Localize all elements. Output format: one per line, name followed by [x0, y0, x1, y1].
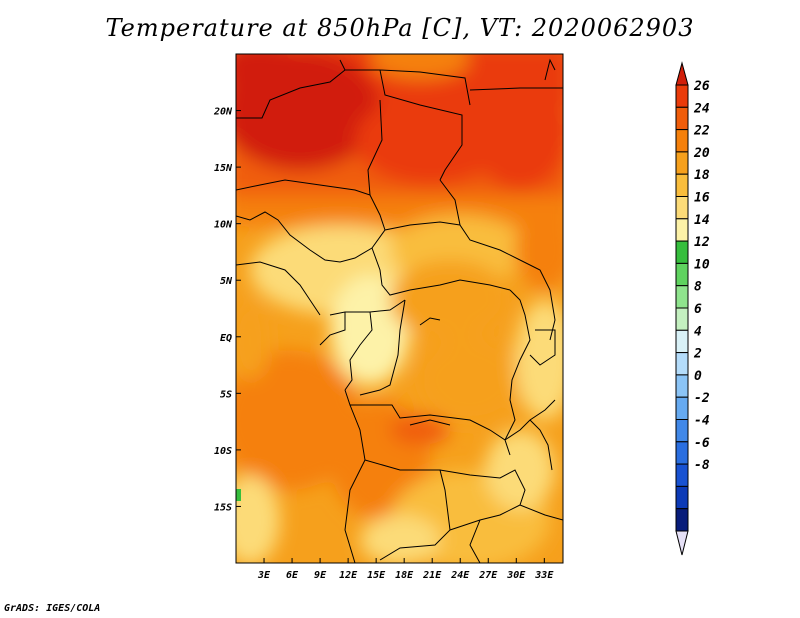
lon-tick-label: 30E [506, 570, 526, 581]
colorbar-label: 8 [694, 280, 702, 295]
colorbar-swatch [675, 151, 689, 175]
colorbar-swatch [675, 463, 689, 487]
colorbar-top-arrow [675, 61, 689, 86]
colorbar-label: -4 [694, 414, 710, 429]
colorbar-swatch [675, 352, 689, 376]
colorbar-label: 6 [694, 302, 702, 317]
lat-tick-label: EQ [220, 333, 232, 344]
colorbar-swatch [675, 441, 689, 465]
colorbar-label: 18 [694, 168, 710, 183]
lon-tick-label: 6E [286, 570, 299, 581]
colorbar-swatch [675, 329, 689, 354]
colorbar-swatch [675, 129, 689, 153]
colorbar-label: 12 [694, 235, 710, 250]
lon-tick-label: 15E [367, 570, 386, 581]
temperature-field [236, 54, 563, 563]
latitude-axis: 20N 15N 10N 5N EQ 5S 10S 15S [213, 107, 241, 513]
lon-tick-label: 21E [422, 570, 442, 581]
colorbar-label: 4 [694, 324, 702, 339]
colorbar-swatch [675, 262, 689, 287]
colorbar-label: 0 [694, 369, 702, 384]
colorbar-swatch [675, 106, 689, 131]
colorbar-swatch [675, 173, 689, 197]
colorbar-label: -2 [694, 391, 710, 406]
country-borders [236, 58, 563, 563]
colorbar-label: 10 [694, 257, 710, 272]
colorbar-label: 16 [694, 191, 710, 206]
lon-tick-label: 9E [314, 570, 327, 581]
lat-tick-label: 15S [214, 502, 232, 513]
map-frame [235, 53, 564, 564]
map-title: Temperature at 850hPa [C], VT: 202006290… [105, 14, 695, 42]
colorbar-swatch [675, 84, 689, 108]
colorbar-bottom-arrow [675, 530, 689, 556]
lat-tick-label: 20N [213, 107, 233, 118]
colorbar-label: -6 [694, 436, 710, 451]
colorbar-swatch [675, 240, 689, 264]
colorbar-label: 22 [693, 124, 710, 139]
colorbar-label: 2 [693, 347, 702, 362]
colorbar-label: 24 [693, 101, 710, 116]
colorbar-swatch [675, 218, 689, 242]
lon-tick-label: 24E [450, 570, 470, 581]
lat-tick-label: 5N [220, 276, 233, 287]
lat-tick-label: 10S [214, 446, 232, 457]
longitude-axis: 3E 6E 9E 12E 15E 18E 21E 24E 27E 30E 33E [257, 558, 554, 581]
lon-tick-label: 33E [534, 570, 554, 581]
colorbar-swatch [675, 196, 689, 220]
grads-credit: GrADS: IGES/COLA [4, 603, 101, 614]
colorbar-swatch [675, 485, 689, 510]
colorbar-swatch [675, 508, 689, 532]
colorbar-label: -8 [694, 458, 710, 473]
colorbar-label: 14 [694, 213, 710, 228]
colorbar-swatch [675, 396, 689, 421]
colorbar-swatch [675, 419, 689, 443]
lat-tick-label: 5S [220, 389, 232, 400]
colorbar-label: 26 [693, 79, 710, 94]
lat-tick-label: 10N [214, 220, 233, 231]
lon-tick-label: 27E [478, 570, 498, 581]
lon-tick-label: 18E [395, 570, 414, 581]
colorbar-swatch [675, 285, 689, 309]
lon-tick-label: 3E [257, 570, 271, 581]
colorbar-swatch [675, 307, 689, 331]
lat-tick-label: 15N [214, 163, 233, 174]
lon-tick-label: 12E [339, 570, 358, 581]
colorbar-swatch [675, 374, 689, 398]
colorbar-label: 20 [693, 146, 710, 161]
